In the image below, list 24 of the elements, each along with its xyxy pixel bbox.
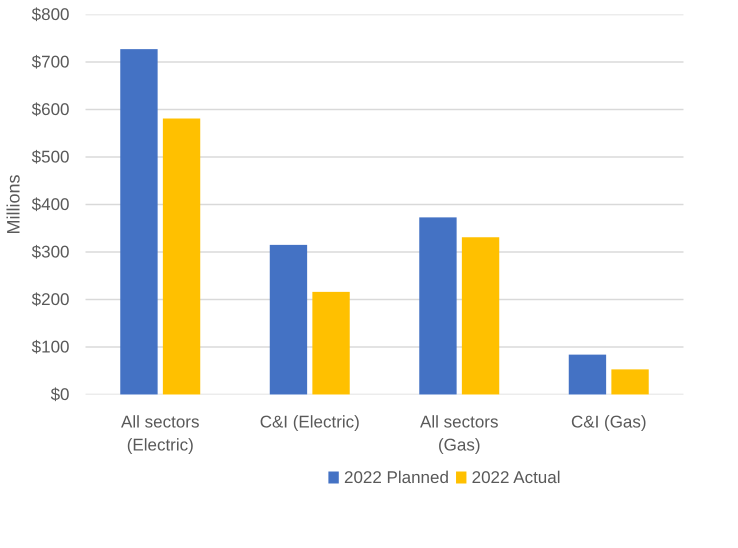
bar	[611, 369, 649, 394]
bar	[462, 237, 500, 394]
y-tick-label: $600	[32, 100, 70, 119]
bar	[270, 244, 308, 394]
y-tick-label: $0	[50, 385, 70, 404]
y-tick-label: $700	[32, 52, 70, 72]
bar	[419, 217, 457, 394]
x-tick-label: All sectors (Electric)	[121, 412, 200, 454]
y-axis-title: Millions	[4, 174, 24, 235]
legend-label: 2022 Planned	[344, 468, 449, 487]
y-tick-label: $100	[32, 338, 70, 356]
x-tick-label: All sectors (Gas)	[420, 412, 498, 454]
y-tick-label: $800	[32, 5, 70, 24]
y-tick-label: $300	[32, 242, 70, 262]
y-tick-label: $400	[32, 195, 70, 214]
bar	[568, 354, 606, 394]
y-tick-label: $200	[32, 290, 70, 309]
legend-label: 2022 Actual	[472, 468, 560, 487]
bar	[312, 292, 350, 394]
x-tick-label: C&I (Electric)	[260, 412, 360, 432]
bar	[120, 49, 158, 394]
bar	[162, 118, 200, 394]
x-tick-label: C&I (Gas)	[570, 412, 647, 432]
y-tick-label: $500	[32, 148, 70, 166]
